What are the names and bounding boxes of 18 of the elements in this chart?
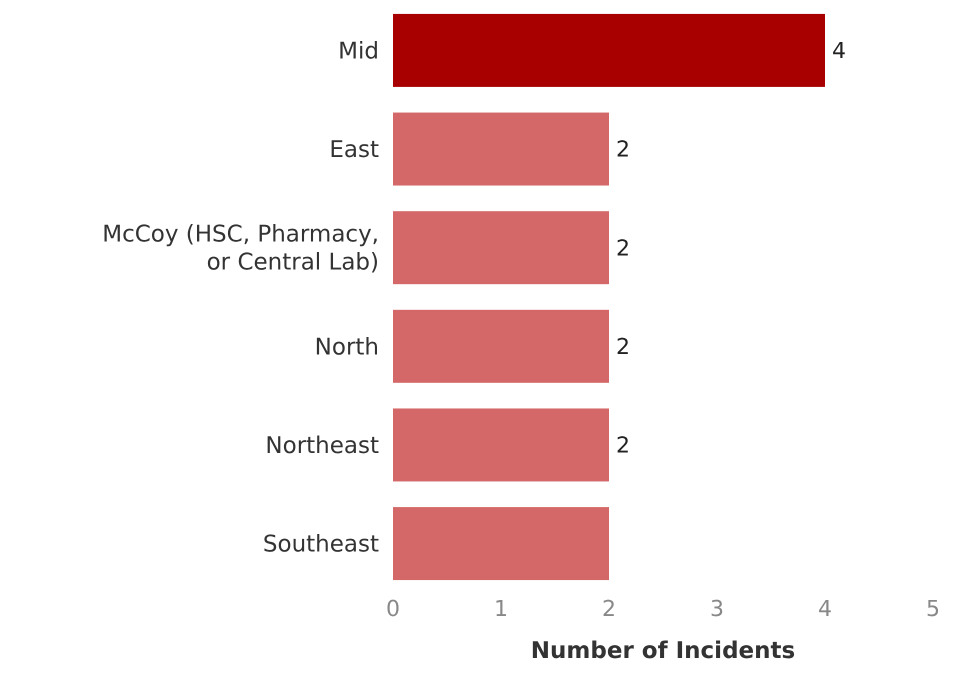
- y-tick-label: McCoy (HSC, Pharmacy, or Central Lab): [102, 222, 379, 276]
- y-tick-label: Mid: [338, 38, 379, 64]
- data-label: 2: [616, 138, 630, 163]
- x-axis-title: Number of Incidents: [530, 638, 796, 664]
- x-tick-label: 3: [710, 597, 724, 622]
- x-tick-label: 0: [386, 597, 400, 622]
- x-tick-label: 1: [494, 597, 508, 622]
- x-tick-label: 5: [926, 597, 940, 622]
- data-label: 4: [832, 39, 846, 64]
- y-tick-label: North: [314, 334, 379, 360]
- y-tick-label: Southeast: [262, 532, 379, 558]
- data-label: 2: [616, 434, 630, 459]
- y-tick-label: East: [329, 137, 379, 164]
- data-label: 2: [616, 335, 630, 360]
- x-tick-label: 4: [818, 597, 832, 622]
- x-tick-label: 2: [602, 597, 616, 622]
- data-label: 2: [616, 236, 630, 262]
- y-tick-label: Northeast: [265, 433, 379, 459]
